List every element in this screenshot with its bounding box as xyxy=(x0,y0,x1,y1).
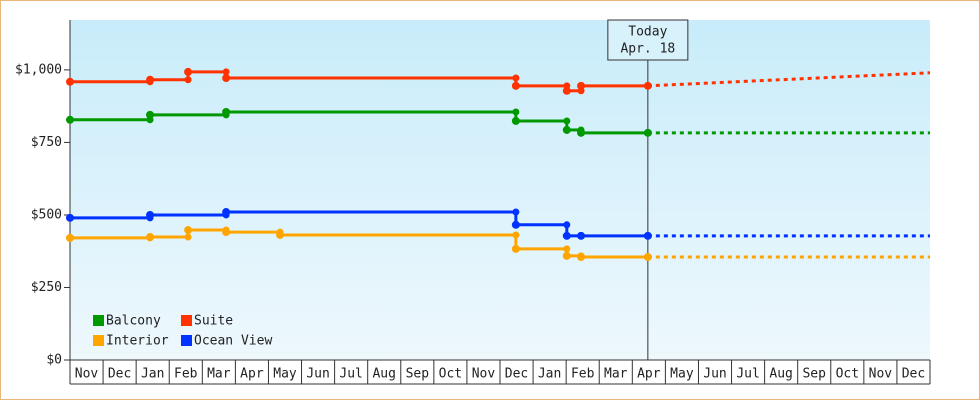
point xyxy=(66,213,74,222)
step-corner xyxy=(563,117,571,125)
point xyxy=(562,251,571,260)
x-tick-label: Feb xyxy=(571,367,595,382)
step-corner xyxy=(563,245,571,253)
x-tick-label: Jun xyxy=(306,367,329,382)
x-tick-label: Oct xyxy=(836,367,859,382)
step-corner xyxy=(184,233,192,241)
step-corner xyxy=(563,221,571,229)
step-corner xyxy=(184,76,192,84)
today-label: Apr. 18 xyxy=(620,42,675,57)
legend-label: Interior xyxy=(106,334,169,349)
point xyxy=(222,107,231,116)
y-tick-label: $750 xyxy=(31,135,62,150)
step-corner xyxy=(512,74,520,82)
point xyxy=(146,210,155,219)
point xyxy=(222,208,231,217)
point xyxy=(66,233,74,242)
legend-swatch xyxy=(181,315,192,326)
point xyxy=(577,81,586,90)
x-tick-label: Jul xyxy=(339,367,362,382)
x-tick-label: Nov xyxy=(869,367,893,382)
x-tick-label: Sep xyxy=(406,367,430,382)
step-corner xyxy=(222,68,230,76)
point xyxy=(66,77,74,86)
legend-swatch xyxy=(181,335,192,346)
x-tick-label: Dec xyxy=(108,367,131,382)
x-tick-label: Jun xyxy=(703,367,726,382)
x-tick-label: Jan xyxy=(141,367,164,382)
point xyxy=(511,244,520,253)
point xyxy=(511,220,520,229)
point xyxy=(184,226,193,235)
x-tick-label: Dec xyxy=(902,367,925,382)
forecast-line xyxy=(647,71,931,88)
step-corner xyxy=(512,108,520,116)
point xyxy=(562,86,571,95)
point xyxy=(222,74,231,83)
step-corner xyxy=(512,231,520,239)
point xyxy=(66,115,74,124)
point xyxy=(577,231,586,240)
point xyxy=(562,231,571,240)
x-tick-label: Sep xyxy=(802,367,826,382)
point xyxy=(577,128,586,137)
x-tick-label: Aug xyxy=(769,367,792,382)
point xyxy=(184,67,193,76)
x-tick-label: Mar xyxy=(604,367,628,382)
point xyxy=(276,230,285,239)
point xyxy=(146,75,155,84)
x-tick-label: Dec xyxy=(505,367,528,382)
legend-label: Balcony xyxy=(106,314,161,329)
y-tick-label: $250 xyxy=(31,280,62,295)
x-tick-label: Jan xyxy=(538,367,561,382)
point xyxy=(222,228,231,237)
x-tick-label: Apr xyxy=(637,367,661,382)
x-tick-label: Nov xyxy=(472,367,496,382)
x-tick-label: Mar xyxy=(207,367,231,382)
point xyxy=(511,116,520,125)
today-box xyxy=(607,19,689,61)
y-tick-label: $500 xyxy=(31,207,62,222)
x-tick-label: Aug xyxy=(372,367,395,382)
point xyxy=(562,125,571,134)
point xyxy=(511,81,520,90)
point xyxy=(146,232,155,241)
legend-swatch xyxy=(93,335,104,346)
legend-label: Ocean View xyxy=(194,334,272,349)
legend-label: Suite xyxy=(194,314,233,329)
y-tick-label: $0 xyxy=(46,353,62,368)
x-tick-label: Apr xyxy=(240,367,264,382)
today-label: Today xyxy=(628,25,667,40)
x-tick-label: Nov xyxy=(75,367,99,382)
point xyxy=(146,110,155,119)
legend-swatch xyxy=(93,315,104,326)
x-tick-label: Oct xyxy=(439,367,462,382)
y-tick-label: $1,000 xyxy=(15,62,62,77)
x-tick-label: Feb xyxy=(174,367,198,382)
x-tick-label: Jul xyxy=(736,367,759,382)
step-corner xyxy=(512,208,520,216)
point xyxy=(577,253,586,262)
x-tick-label: May xyxy=(670,367,694,382)
x-tick-label: May xyxy=(273,367,297,382)
